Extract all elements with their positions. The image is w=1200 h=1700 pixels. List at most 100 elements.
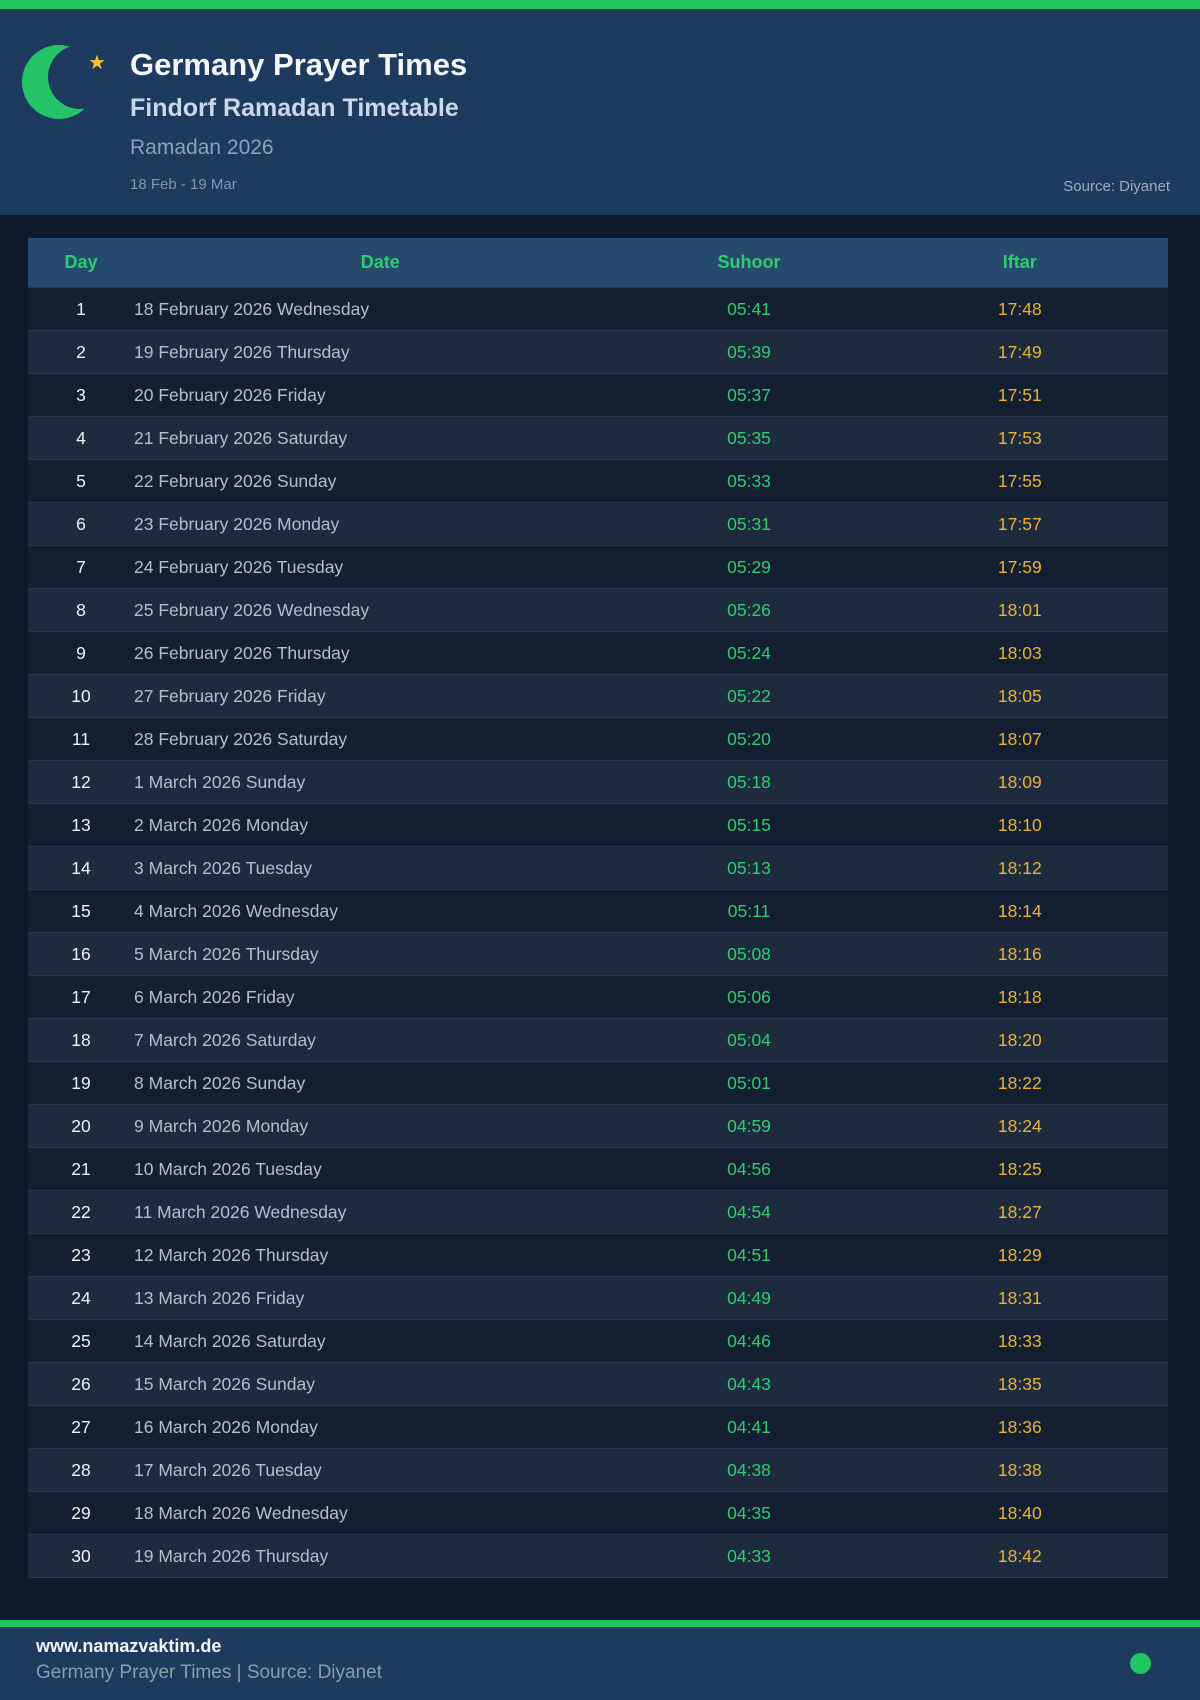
column-header-suhoor: Suhoor [626, 238, 872, 288]
suhoor-time-cell: 05:04 [626, 1018, 872, 1062]
header-text: Germany Prayer Times Findorf Ramadan Tim… [130, 47, 467, 193]
table-row: 27 16 March 2026 Monday 04:41 18:36 [28, 1405, 1168, 1449]
website-label: www.namazvaktim.de [36, 1636, 222, 1656]
iftar-time-cell: 18:05 [871, 674, 1168, 718]
day-cell: 6 [28, 502, 135, 546]
suhoor-time-cell: 04:54 [626, 1190, 872, 1234]
table-row: 19 8 March 2026 Sunday 05:01 18:22 [28, 1061, 1168, 1105]
date-cell: 19 March 2026 Thursday [134, 1534, 627, 1578]
iftar-time-cell: 18:38 [871, 1448, 1168, 1492]
iftar-time-cell: 18:29 [871, 1233, 1168, 1277]
footer-tagline: Germany Prayer Times | Source: Diyanet [36, 1662, 382, 1683]
footer-accent-bar [0, 1620, 1200, 1627]
suhoor-time-cell: 04:49 [626, 1276, 872, 1320]
suhoor-time-cell: 05:41 [626, 287, 872, 331]
table-row: 1 18 February 2026 Wednesday 05:41 17:48 [28, 287, 1168, 331]
iftar-time-cell: 18:20 [871, 1018, 1168, 1062]
table-row: 3 20 February 2026 Friday 05:37 17:51 [28, 373, 1168, 417]
date-cell: 3 March 2026 Tuesday [134, 846, 627, 890]
day-cell: 24 [28, 1276, 135, 1320]
iftar-time-cell: 18:03 [871, 631, 1168, 675]
iftar-time-cell: 17:59 [871, 545, 1168, 589]
date-cell: 8 March 2026 Sunday [134, 1061, 627, 1105]
page-subtitle: Findorf Ramadan Timetable [130, 93, 459, 122]
table-row: 28 17 March 2026 Tuesday 04:38 18:38 [28, 1448, 1168, 1492]
iftar-time-cell: 17:55 [871, 459, 1168, 503]
day-cell: 9 [28, 631, 135, 675]
suhoor-time-cell: 04:41 [626, 1405, 872, 1449]
date-cell: 22 February 2026 Sunday [134, 459, 627, 503]
suhoor-time-cell: 05:06 [626, 975, 872, 1019]
date-cell: 9 March 2026 Monday [134, 1104, 627, 1148]
iftar-time-cell: 18:01 [871, 588, 1168, 632]
suhoor-time-cell: 05:33 [626, 459, 872, 503]
day-cell: 1 [28, 287, 135, 331]
date-cell: 26 February 2026 Thursday [134, 631, 627, 675]
iftar-time-cell: 18:40 [871, 1491, 1168, 1535]
day-cell: 4 [28, 416, 135, 460]
main-content: Day Date Suhoor Iftar 1 18 February 2026 … [0, 215, 1200, 1578]
date-cell: 19 February 2026 Thursday [134, 330, 627, 374]
day-cell: 25 [28, 1319, 135, 1363]
table-row: 7 24 February 2026 Tuesday 05:29 17:59 [28, 545, 1168, 589]
column-header-day: Day [28, 238, 135, 288]
table-row: 4 21 February 2026 Saturday 05:35 17:53 [28, 416, 1168, 460]
suhoor-time-cell: 05:20 [626, 717, 872, 761]
date-cell: 16 March 2026 Monday [134, 1405, 627, 1449]
day-cell: 21 [28, 1147, 135, 1191]
iftar-time-cell: 17:53 [871, 416, 1168, 460]
table-row: 9 26 February 2026 Thursday 05:24 18:03 [28, 631, 1168, 675]
suhoor-time-cell: 04:46 [626, 1319, 872, 1363]
suhoor-time-cell: 04:35 [626, 1491, 872, 1535]
iftar-time-cell: 18:36 [871, 1405, 1168, 1449]
suhoor-time-cell: 04:59 [626, 1104, 872, 1148]
date-cell: 28 February 2026 Saturday [134, 717, 627, 761]
day-cell: 28 [28, 1448, 135, 1492]
suhoor-time-cell: 05:22 [626, 674, 872, 718]
suhoor-time-cell: 05:11 [626, 889, 872, 933]
table-row: 11 28 February 2026 Saturday 05:20 18:07 [28, 717, 1168, 761]
iftar-time-cell: 18:35 [871, 1362, 1168, 1406]
date-cell: 2 March 2026 Monday [134, 803, 627, 847]
footer: www.namazvaktim.de Germany Prayer Times … [0, 1627, 1200, 1700]
day-cell: 3 [28, 373, 135, 417]
date-cell: 11 March 2026 Wednesday [134, 1190, 627, 1234]
suhoor-time-cell: 04:51 [626, 1233, 872, 1277]
day-cell: 22 [28, 1190, 135, 1234]
star-icon: ★ [88, 52, 106, 74]
day-cell: 8 [28, 588, 135, 632]
date-cell: 24 February 2026 Tuesday [134, 545, 627, 589]
table-row: 8 25 February 2026 Wednesday 05:26 18:01 [28, 588, 1168, 632]
iftar-time-cell: 18:27 [871, 1190, 1168, 1234]
header: ★ Germany Prayer Times Findorf Ramadan T… [0, 9, 1200, 215]
iftar-time-cell: 18:09 [871, 760, 1168, 804]
table-row: 20 9 March 2026 Monday 04:59 18:24 [28, 1104, 1168, 1148]
iftar-time-cell: 18:25 [871, 1147, 1168, 1191]
date-cell: 14 March 2026 Saturday [134, 1319, 627, 1363]
season-label: Ramadan 2026 [130, 135, 274, 159]
iftar-time-cell: 18:33 [871, 1319, 1168, 1363]
suhoor-time-cell: 04:38 [626, 1448, 872, 1492]
date-cell: 23 February 2026 Monday [134, 502, 627, 546]
table-row: 21 10 March 2026 Tuesday 04:56 18:25 [28, 1147, 1168, 1191]
day-cell: 29 [28, 1491, 135, 1535]
suhoor-time-cell: 04:43 [626, 1362, 872, 1406]
date-cell: 5 March 2026 Thursday [134, 932, 627, 976]
day-cell: 23 [28, 1233, 135, 1277]
day-cell: 11 [28, 717, 135, 761]
date-range-label: 18 Feb - 19 Mar [130, 175, 237, 193]
suhoor-time-cell: 05:37 [626, 373, 872, 417]
prayer-times-table: Day Date Suhoor Iftar 1 18 February 2026 … [28, 238, 1168, 1578]
date-cell: 21 February 2026 Saturday [134, 416, 627, 460]
table-row: 17 6 March 2026 Friday 05:06 18:18 [28, 975, 1168, 1019]
iftar-time-cell: 18:10 [871, 803, 1168, 847]
suhoor-time-cell: 05:26 [626, 588, 872, 632]
suhoor-time-cell: 05:08 [626, 932, 872, 976]
table-row: 16 5 March 2026 Thursday 05:08 18:16 [28, 932, 1168, 976]
date-cell: 17 March 2026 Tuesday [134, 1448, 627, 1492]
green-dot-icon [1130, 1653, 1151, 1674]
day-cell: 20 [28, 1104, 135, 1148]
table-row: 13 2 March 2026 Monday 05:15 18:10 [28, 803, 1168, 847]
iftar-time-cell: 18:22 [871, 1061, 1168, 1105]
suhoor-time-cell: 05:01 [626, 1061, 872, 1105]
